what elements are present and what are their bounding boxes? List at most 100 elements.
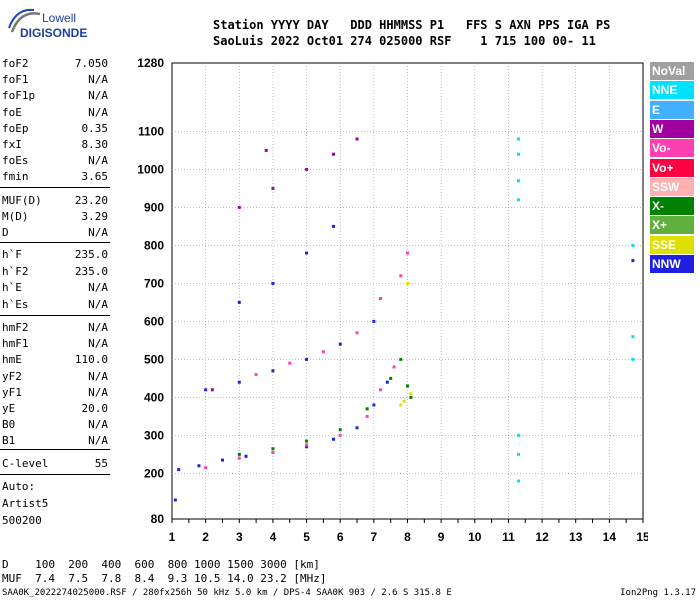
data-point <box>321 350 325 354</box>
data-point <box>355 426 359 430</box>
x-tick-label: 9 <box>438 530 445 544</box>
data-point <box>372 319 376 323</box>
x-tick-label: 5 <box>303 530 310 544</box>
data-point <box>331 437 335 441</box>
param-name: foE <box>2 105 22 119</box>
y-tick-label: 600 <box>144 314 164 328</box>
x-tick-label: 1 <box>169 530 176 544</box>
data-point <box>254 373 258 377</box>
param-row: foF1p N/A <box>2 89 108 103</box>
param-value: 20.0 <box>81 402 109 415</box>
data-point <box>204 466 208 470</box>
param-value: N/A <box>88 385 108 399</box>
data-point <box>355 331 359 335</box>
data-point <box>517 198 521 202</box>
y-tick-label: 500 <box>144 352 164 366</box>
data-point <box>399 357 403 361</box>
param-name: B1 <box>2 434 16 448</box>
param-row: foF2 7.050 <box>2 57 108 71</box>
data-point <box>631 335 635 339</box>
param-row: hmE 110.0 <box>2 353 108 367</box>
y-tick-label: 1100 <box>138 124 164 138</box>
data-point <box>406 251 409 255</box>
logo-line2: DIGISONDE <box>20 26 88 40</box>
data-point <box>271 186 275 190</box>
footer-left: SAA0K_2022274025000.RSF / 280fx256h 50 k… <box>2 588 452 598</box>
param-row: MUF(D) 23.20 <box>2 194 108 208</box>
data-point <box>220 458 224 462</box>
param-name: h`F <box>2 248 22 261</box>
x-tick-label: 14 <box>603 530 617 544</box>
param-value: 235.0 <box>74 264 108 278</box>
param-name: yE <box>2 402 16 415</box>
param-value: N/A <box>88 337 108 351</box>
param-name: hmF2 <box>2 321 29 334</box>
param-value: N/A <box>88 226 108 239</box>
y-tick-label: 80 <box>151 512 165 526</box>
data-point <box>288 361 292 365</box>
data-point <box>305 251 309 255</box>
data-point <box>305 445 309 449</box>
param-name: yF1 <box>2 385 22 399</box>
data-point <box>305 443 309 447</box>
data-point <box>631 259 635 263</box>
separator <box>0 315 110 316</box>
y-tick-label: 1000 <box>137 162 164 176</box>
y-tick-label: 300 <box>144 428 164 442</box>
legend-item: X- <box>650 197 694 216</box>
data-point <box>406 281 409 285</box>
param-value: N/A <box>88 105 108 119</box>
data-point <box>305 357 309 361</box>
param-row: M(D) 3.29 <box>2 210 108 224</box>
param-value: 55 <box>94 457 108 470</box>
param-name: foF1p <box>2 89 36 103</box>
data-point <box>305 439 309 443</box>
x-tick-label: 3 <box>236 530 243 544</box>
legend-item: X+ <box>650 216 694 235</box>
param-row: foEs N/A <box>2 154 108 168</box>
data-point <box>402 399 406 403</box>
legend-item: Vo- <box>650 139 694 158</box>
param-row: foE N/A <box>2 106 108 120</box>
param-name: foEs <box>2 154 29 168</box>
separator <box>0 474 110 475</box>
data-point <box>517 452 521 456</box>
separator <box>0 242 110 243</box>
param-row: B1 N/A <box>2 434 108 448</box>
data-point <box>338 428 342 432</box>
separator <box>0 187 110 188</box>
param-name: foEp <box>2 121 29 135</box>
param-row: foF1 N/A <box>2 73 108 87</box>
param-name: hmF1 <box>2 337 29 351</box>
param-value: 7.050 <box>74 57 108 70</box>
param-value: N/A <box>88 73 108 87</box>
data-point <box>331 224 335 228</box>
x-tick-label: 15 <box>636 530 648 544</box>
param-value: N/A <box>88 418 108 432</box>
x-tick-label: 10 <box>468 530 482 544</box>
data-point <box>338 342 342 346</box>
data-point <box>173 498 177 502</box>
param-value: N/A <box>88 369 108 383</box>
param-row: h`F 235.0 <box>2 248 108 262</box>
data-point <box>517 479 521 483</box>
param-row: fmin 3.65 <box>2 170 108 184</box>
param-row: hmF2 N/A <box>2 321 108 335</box>
legend-item: SSW <box>650 177 694 196</box>
digisonde-logo: Lowell DIGISONDE <box>6 6 102 42</box>
param-value: 3.29 <box>81 210 109 223</box>
data-point <box>517 433 521 437</box>
param-name: MUF(D) <box>2 194 42 207</box>
param-row: B0 N/A <box>2 418 108 432</box>
param-name: fxI <box>2 138 22 151</box>
x-tick-label: 2 <box>202 530 209 544</box>
x-tick-label: 11 <box>502 530 515 544</box>
param-name: B0 <box>2 418 16 432</box>
param-name: h`E <box>2 281 22 294</box>
data-point <box>365 414 369 418</box>
y-tick-label: 400 <box>144 390 164 404</box>
param-value: 0.35 <box>81 121 109 135</box>
param-row: h`E N/A <box>2 281 108 295</box>
y-tick-label: 900 <box>144 200 164 214</box>
header-row1: Station YYYY DAY DDD HHMMSS P1 FFS S AXN… <box>213 18 611 32</box>
